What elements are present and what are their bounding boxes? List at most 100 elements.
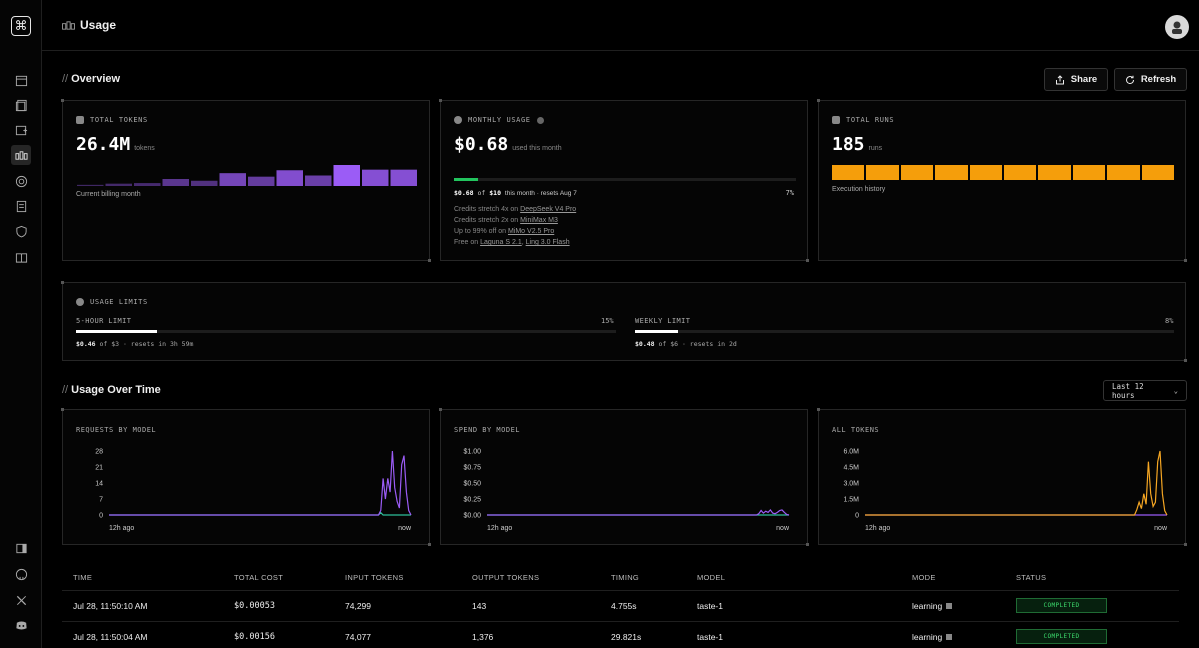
y-tick-label: $0.75 [463,465,481,472]
column-header[interactable]: TIME [62,566,223,591]
mode-info-icon[interactable] [946,634,953,641]
sidebar-item-logs-icon[interactable] [11,196,31,216]
discord-icon[interactable] [11,615,31,635]
cell-mode: learning [901,621,1005,648]
column-header[interactable]: INPUT TOKENS [334,566,461,591]
mode-info-icon[interactable] [946,603,953,610]
avatar[interactable] [1165,15,1189,39]
table-row[interactable]: Jul 28, 11:50:10 AM $0.00053 74,299 143 4.75… [62,590,1179,622]
total-tokens-caption: Current billing month [76,191,141,198]
time-range-select[interactable]: Last 12 hours ⌄ [1103,380,1187,401]
total-runs-label-text: TOTAL RUNS [846,116,895,124]
dollar-icon [454,116,462,124]
run-block [1072,165,1106,180]
cell-status: COMPLETED [1005,621,1179,648]
usage-limits-label-text: USAGE LIMITS [90,298,148,306]
total-runs-caption: Execution history [832,186,886,193]
monthly-usage-progress [454,178,796,181]
column-header[interactable]: TIMING [600,566,686,591]
promo-line: Credits stretch 4x on DeepSeek V4 Pro [454,204,576,215]
cell-timing: 4.755s [600,590,686,622]
total-runs-card: TOTAL RUNS 185 runs Execution history [817,99,1187,262]
all-tokens-chart: ALL TOKENS 6.0M 4.5M 3.0M 1.5M 0 12h ago now [832,426,1168,532]
total-tokens-label-text: TOTAL TOKENS [90,116,148,124]
monthly-of: of [477,189,486,197]
token-bar [248,176,275,186]
x-twitter-icon[interactable] [11,590,31,610]
sidebar-item-usage-icon[interactable] [11,145,31,165]
run-block [900,165,934,180]
sidebar-collapse-icon[interactable] [11,538,31,558]
share-button-label: Share [1070,74,1098,85]
y-tick-label: $0.50 [463,481,481,488]
total-runs-unit: runs [868,145,883,152]
monthly-period: this month · resets Aug 7 [504,190,577,197]
token-bars-chart [77,165,417,186]
promo-model-link[interactable]: MiMo V2.5 Pro [507,228,555,235]
promo-model-link[interactable]: Ling 3.0 Flash [525,239,570,246]
share-icon [1055,74,1064,84]
x-tick-label: now [1154,525,1168,532]
token-bar [276,170,303,186]
sidebar-item-shield-icon[interactable] [11,221,31,241]
refresh-button[interactable]: Refresh [1114,68,1187,91]
sidebar-item-docs-book-icon[interactable] [11,247,31,267]
cell-cost: $0.00053 [223,590,334,622]
sidebar-item-add-task-icon[interactable] [11,120,31,140]
monthly-usage-percent: 7% [785,189,794,197]
clock-icon [76,298,84,306]
y-tick-label: 3.0M [843,481,859,488]
five-hour-limit-detail: $0.46 of $3 · resets in 3h 59m [76,340,193,348]
cell-time: Jul 28, 11:50:04 AM [62,621,223,648]
series-line [109,450,412,516]
total-tokens-unit: tokens [134,145,155,152]
token-bar [362,169,389,186]
sidebar-item-target-icon[interactable] [11,171,31,191]
status-badge: COMPLETED [1016,598,1107,613]
monthly-usage-label: MONTHLY USAGE [454,116,544,124]
usage-limits-card: USAGE LIMITS 5-HOUR LIMIT 15% $0.46 of $… [61,281,1187,362]
monthly-used: $0.68 [454,189,474,197]
y-tick-label: $0.00 [463,513,481,520]
token-bar [305,175,332,186]
run-block [1141,165,1175,180]
mode-text: learning [912,631,943,642]
x-tick-label: now [398,525,412,532]
spend-chart-card: SPEND BY MODEL $1.00 $0.75 $0.50 $0.25 $0.00 1… [439,408,809,546]
table-row[interactable]: Jul 28, 11:50:04 AM $0.00156 74,077 1,376 29… [62,621,1179,648]
weekly-used: $0.48 [635,340,655,348]
github-icon[interactable] [11,564,31,584]
promo-text: Free on [454,239,481,246]
app-logo-icon[interactable]: ⌘ [11,16,31,36]
sidebar-item-documents-icon[interactable] [11,95,31,115]
x-tick-label: 12h ago [487,525,512,532]
sidebar-item-calendar-icon[interactable] [11,70,31,90]
column-header[interactable]: MODE [901,566,1005,591]
cell-input: 74,299 [334,590,461,622]
column-header[interactable]: STATUS [1005,566,1179,591]
token-bar [105,183,132,186]
cell-time: Jul 28, 11:50:10 AM [62,590,223,622]
promo-model-link[interactable]: MiniMax M3 [520,217,558,224]
all-tokens-chart-card: ALL TOKENS 6.0M 4.5M 3.0M 1.5M 0 12h ago now [817,408,1187,546]
monthly-usage-label-text: MONTHLY USAGE [468,116,531,124]
promo-model-link[interactable]: Laguna S 2.1 [480,239,522,246]
run-block [1107,165,1140,180]
column-header[interactable]: OUTPUT TOKENS [461,566,600,591]
cell-timing: 29.821s [600,621,686,648]
five-hour-limit-bar [76,330,616,333]
five-hour-limit-label: 5-HOUR LIMIT [76,317,132,325]
info-icon[interactable] [536,116,544,124]
column-header[interactable]: TOTAL COST [223,566,334,591]
column-header[interactable]: MODEL [686,566,901,591]
run-block [832,165,865,180]
run-block [866,165,899,180]
token-bar [219,173,246,186]
weekly-limit-fill [635,330,679,333]
promo-line: Free on Laguna S 2.1, Ling 3.0 Flash [454,239,570,246]
promo-model-link[interactable]: DeepSeek V4 Pro [520,206,577,213]
token-bar [162,179,189,186]
share-button[interactable]: Share [1044,68,1108,91]
page-title: Usage [80,18,117,32]
